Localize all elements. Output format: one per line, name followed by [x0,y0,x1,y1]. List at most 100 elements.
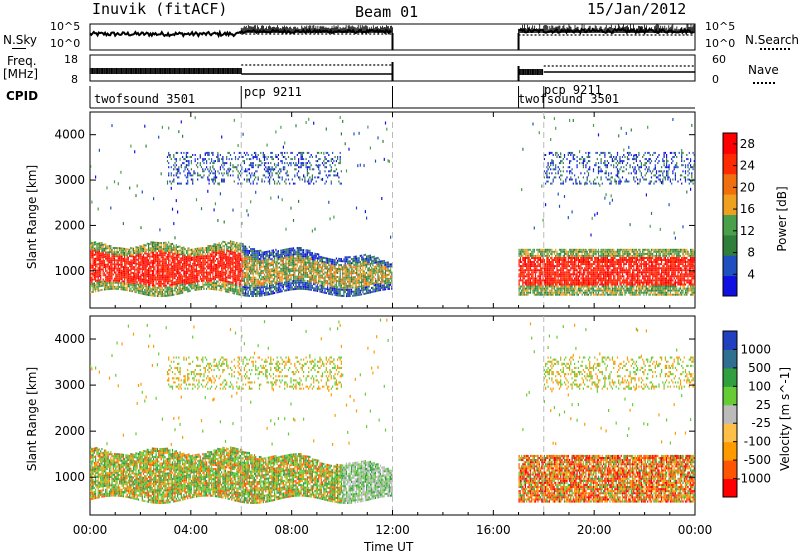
power-cell [251,252,253,255]
power-cell [163,268,165,271]
power-cell [160,172,162,176]
power-cell [286,174,288,177]
power-cell [116,263,118,266]
power-cell [100,270,102,273]
power-cell [310,274,312,277]
power-cell [137,255,140,257]
power-cell [227,151,229,154]
power-cell [234,251,237,254]
power-cell [251,284,253,287]
power-cell [214,174,216,177]
power-cell [286,289,288,292]
power-cell [213,276,215,278]
power-cell [112,283,114,286]
power-cell [232,271,234,274]
power-cell [240,250,242,253]
power-cell [173,263,175,266]
power-cell [212,178,214,181]
power-cell [182,283,184,286]
power-cell [207,249,209,251]
power-cell [209,277,211,280]
power-cell [135,287,137,290]
power-cell [240,271,242,274]
power-cell [164,241,166,244]
power-cell [115,265,117,268]
power-cell [234,278,237,281]
power-cell [134,258,136,261]
power-cell [100,278,102,281]
power-cell [175,264,177,267]
power-cell [160,286,162,289]
power-cell [298,287,300,290]
power-cell [197,272,199,275]
power-cell [222,265,224,268]
power-cell [320,258,322,261]
power-cell [250,276,252,279]
power-cell [277,274,279,277]
power-cell [265,162,267,165]
power-cell [275,252,277,255]
power-cell [252,250,254,253]
power-cell [139,277,141,280]
power-cell [267,260,269,263]
power-cell [213,243,215,246]
power-cell [246,151,248,154]
power-cell [280,160,282,163]
power-cell [174,236,176,240]
power-cell [103,284,106,287]
power-cell [204,259,206,262]
power-cell [164,264,166,267]
power-cell [262,284,264,287]
power-cell [296,253,298,256]
power-cell [207,257,209,260]
power-cell [213,257,215,260]
power-cell [213,263,215,266]
power-cell [237,158,239,161]
power-cell [274,287,276,290]
power-cell [199,275,201,278]
nave-tick-low: 0 [712,73,719,86]
power-cell [229,154,232,156]
power-cell [299,261,301,264]
power-cell [173,244,175,247]
power-cell [253,276,256,279]
power-cell [241,277,243,280]
power-cell [132,286,135,289]
power-cell [222,253,224,255]
power-cell [256,270,258,273]
power-cell [187,176,189,179]
power-cell [238,287,240,290]
power-cell [286,274,288,277]
power-cell [208,257,210,260]
power-cell [228,252,230,255]
power-cell [97,269,99,272]
power-cell [277,287,279,289]
power-cell [137,267,140,270]
power-cell [108,259,111,262]
power-cell [298,249,300,251]
power-cell [120,278,122,280]
power-cell [107,265,109,268]
power-cell [144,281,146,283]
power-cell [289,258,291,261]
power-cell [168,257,170,260]
power-cell [214,202,216,206]
power-cell [188,265,190,268]
power-cell [248,278,250,281]
power-cell [260,266,262,269]
power-cell [193,260,195,263]
power-cell [253,172,256,175]
power-cell [333,275,335,278]
power-cell [204,275,206,278]
power-cell [222,285,224,288]
power-cell [315,289,317,292]
power-cell [275,283,277,286]
power-cell [310,154,312,156]
power-cell [207,189,209,193]
power-cell [328,282,330,285]
power-cell [140,255,142,258]
power-cell [161,291,163,293]
power-cell [134,290,136,293]
power-cell [218,284,220,287]
power-cell [135,285,137,287]
